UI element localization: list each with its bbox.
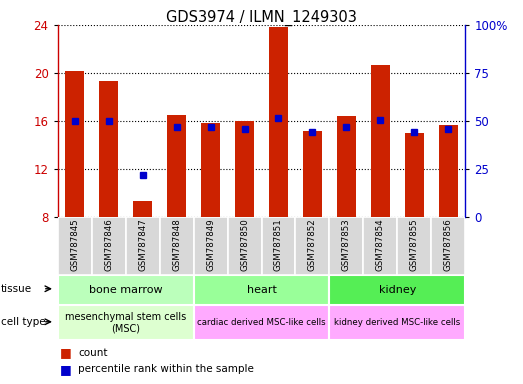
Bar [194, 217, 228, 275]
Bar [397, 217, 431, 275]
Bar [58, 275, 194, 305]
Bar [439, 124, 458, 217]
Bar [295, 217, 329, 275]
Text: kidney: kidney [379, 285, 416, 295]
Bar [337, 116, 356, 217]
Bar [329, 217, 363, 275]
Text: heart: heart [246, 285, 277, 295]
Bar [99, 81, 118, 217]
Text: kidney derived MSC-like cells: kidney derived MSC-like cells [334, 318, 461, 327]
Bar [65, 71, 84, 217]
Text: GSM787845: GSM787845 [70, 219, 79, 271]
Bar [405, 133, 424, 217]
Text: count: count [78, 348, 108, 358]
Text: ■: ■ [60, 346, 72, 359]
Bar [431, 217, 465, 275]
Text: GSM787849: GSM787849 [206, 219, 215, 271]
Bar [160, 217, 194, 275]
Text: GSM787851: GSM787851 [274, 219, 283, 271]
Bar [262, 217, 295, 275]
Text: mesenchymal stem cells
(MSC): mesenchymal stem cells (MSC) [65, 312, 186, 333]
Bar [235, 121, 254, 217]
Bar [363, 217, 397, 275]
Text: bone marrow: bone marrow [89, 285, 162, 295]
Text: GSM787848: GSM787848 [172, 219, 181, 271]
Text: ■: ■ [60, 363, 72, 376]
Bar [329, 275, 465, 305]
Bar [303, 131, 322, 217]
Text: cell type: cell type [1, 317, 46, 327]
Bar [329, 305, 465, 340]
Text: GSM787850: GSM787850 [240, 219, 249, 271]
Bar [269, 27, 288, 217]
Bar [194, 305, 329, 340]
Bar [228, 217, 262, 275]
Bar [201, 123, 220, 217]
Bar [92, 217, 126, 275]
Bar [371, 65, 390, 217]
Bar [126, 217, 160, 275]
Text: GSM787846: GSM787846 [104, 219, 113, 271]
Text: GSM787847: GSM787847 [138, 219, 147, 271]
Bar [167, 115, 186, 217]
Bar [58, 217, 92, 275]
Bar [194, 275, 329, 305]
Text: GSM787855: GSM787855 [410, 219, 419, 271]
Text: GSM787853: GSM787853 [342, 219, 351, 271]
Text: GDS3974 / ILMN_1249303: GDS3974 / ILMN_1249303 [166, 10, 357, 26]
Text: GSM787856: GSM787856 [444, 219, 453, 271]
Bar [133, 201, 152, 217]
Text: percentile rank within the sample: percentile rank within the sample [78, 364, 254, 374]
Text: tissue: tissue [1, 284, 32, 294]
Text: GSM787854: GSM787854 [376, 219, 385, 271]
Text: cardiac derived MSC-like cells: cardiac derived MSC-like cells [197, 318, 326, 327]
Bar [58, 305, 194, 340]
Text: GSM787852: GSM787852 [308, 219, 317, 271]
